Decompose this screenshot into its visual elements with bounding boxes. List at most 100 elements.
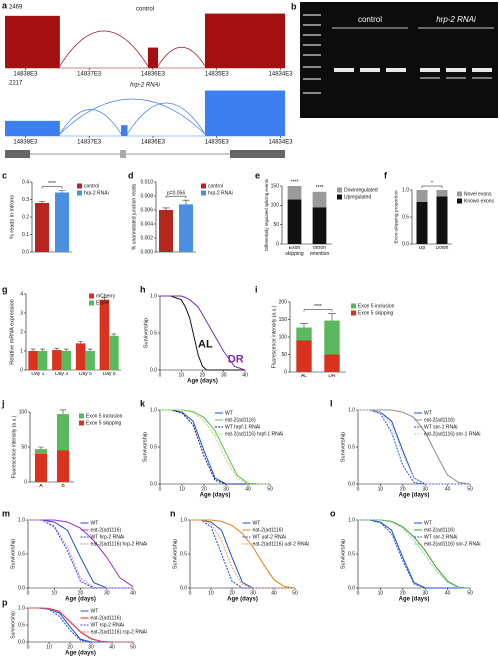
category-label-box: Day 3: [55, 372, 68, 377]
survival-curve: [358, 409, 470, 485]
error-bar: [37, 446, 45, 450]
ladder-band: [303, 92, 321, 94]
x-tick-label: 10: [208, 590, 214, 596]
legend-label: WT uaf-2 RNAi: [253, 534, 287, 540]
ladder-band: [303, 14, 321, 16]
ladder-band: [303, 24, 321, 26]
x-tick-label: 0: [357, 590, 360, 596]
y-axis-label: Survivorship: [340, 539, 346, 569]
y-tick-label: 2: [20, 329, 23, 335]
survival-curve: [28, 519, 133, 589]
legend-label: EGFP: [96, 300, 110, 306]
y-tick-label: 0.000: [140, 249, 153, 255]
x-axis-label: Age (days): [399, 493, 430, 499]
panel-label: e: [255, 170, 260, 180]
y-tick-label: 1.0: [402, 187, 409, 193]
significance-bracket: [165, 195, 187, 199]
category-label-box: AL: [301, 374, 307, 379]
gene-exon: [230, 150, 285, 158]
x-tick-label: 50: [130, 644, 136, 650]
y-tick-label: 0.5: [180, 551, 187, 557]
junction-arc: [59, 98, 206, 135]
bar: [52, 350, 62, 370]
legend-label: eat-2(ad1116) snr-1 RNAi: [424, 431, 481, 437]
survival-curve: [28, 519, 134, 588]
y-tick-label: 0.5: [348, 444, 355, 450]
legend-label: eat-2(ad1116): [253, 527, 284, 533]
x-tick-label: 0: [159, 486, 162, 492]
x-tick-label: 14838E3: [13, 140, 38, 146]
y-tick-label: 150: [271, 183, 280, 189]
x-tick-label: 30: [422, 590, 428, 596]
error-bar: [59, 409, 67, 415]
legend-swatch: [79, 420, 84, 426]
y-axis-label: Survivorship: [340, 432, 346, 462]
y-tick-label: 0.008: [140, 193, 153, 199]
y-axis-label: Survivorship: [142, 432, 148, 462]
x-tick-label: 40: [445, 590, 451, 596]
panel-label: a: [2, 0, 8, 10]
legend-label: WT hrpf-1 RNAi: [225, 424, 260, 430]
panel-label: d: [128, 170, 134, 180]
legend-label: mCherry: [96, 293, 116, 299]
y-tick-label: 0: [276, 241, 279, 247]
bar: [56, 414, 70, 451]
y-tick-label: 0.0: [18, 585, 25, 591]
legend-label: eat-2(ad1116) hrp-2 RNAi: [91, 541, 148, 547]
x-tick-label: 30: [223, 486, 229, 492]
bar: [296, 327, 312, 341]
sample-bands: [334, 68, 492, 72]
legend-label: eat-2(ad1116): [91, 527, 122, 533]
error-bar: [111, 333, 117, 336]
gel-band: [360, 68, 380, 72]
legend-label: Exon 5 skipping: [86, 420, 122, 426]
legend-label: Downregulated: [344, 187, 378, 193]
y-tick-label: 1.0: [348, 517, 355, 523]
legend-label: hrp-2 RNAi: [84, 190, 109, 196]
survival-curve: [190, 519, 296, 589]
error-bar: [54, 347, 60, 351]
x-tick-label: 14837E3: [77, 72, 102, 78]
legend-label: Exon 5 inclusion: [86, 413, 123, 419]
gel-background: [300, 2, 498, 118]
bar: [436, 190, 448, 197]
curve-label: DR: [228, 353, 244, 365]
bar: [85, 351, 95, 370]
legend-label: WT rsp-2 RNAi: [91, 622, 125, 628]
bar: [159, 210, 173, 252]
gel-band: [472, 68, 492, 72]
ladder-band: [303, 34, 321, 36]
y-tick-label: 0.5: [18, 551, 25, 557]
x-tick-label: 40: [130, 590, 136, 596]
error-bar: [162, 207, 170, 210]
legend-label: Upregulated: [344, 194, 371, 200]
y-tick-label: 0: [20, 367, 23, 373]
legend-label: eat-2(ad1116) hrpf-1 RNAi: [225, 431, 283, 437]
y-tick-label: 0.1: [22, 232, 29, 238]
error-bar: [30, 348, 36, 351]
error-bar: [87, 348, 93, 351]
bar: [436, 196, 448, 244]
gel-band: [420, 77, 440, 79]
error-bar: [300, 323, 308, 328]
y-tick-label: 0.4: [22, 179, 29, 185]
x-tick-label: Up: [418, 246, 426, 251]
panel-label: h: [140, 284, 146, 294]
x-axis-label: Age (days): [399, 597, 430, 603]
y-tick-label: 0.5: [18, 622, 25, 628]
faint-bands: [420, 77, 492, 79]
bar: [312, 207, 327, 244]
error-bar: [182, 199, 190, 205]
category-label-box: A: [39, 484, 42, 489]
y-tick-label: 100: [271, 203, 280, 209]
coverage-block: [204, 90, 285, 136]
survival-curve: [160, 409, 270, 485]
legend-swatch: [77, 190, 82, 196]
category-label-box: B: [61, 484, 64, 489]
x-tick-label: 10: [51, 590, 57, 596]
y-tick-label: 0.5: [402, 214, 409, 220]
bar: [28, 351, 38, 370]
coverage-block: [5, 15, 60, 69]
